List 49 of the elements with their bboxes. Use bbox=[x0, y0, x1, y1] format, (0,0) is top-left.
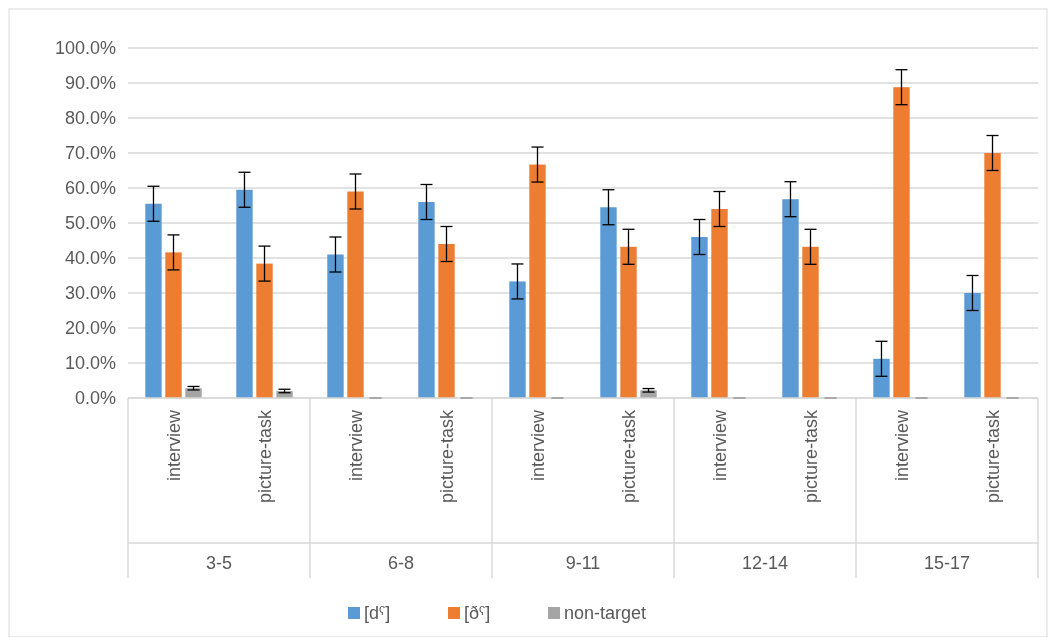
bar bbox=[711, 209, 728, 398]
y-tick-label: 40.0% bbox=[64, 248, 116, 269]
bar bbox=[509, 281, 526, 398]
bar bbox=[145, 203, 162, 398]
bar bbox=[347, 191, 364, 398]
text: 12-14 bbox=[741, 553, 789, 574]
x-tick-label: interview bbox=[163, 409, 184, 482]
x-tick-label: picture-task bbox=[982, 409, 1003, 504]
y-tick-label: 30.0% bbox=[64, 283, 116, 304]
bar bbox=[327, 254, 344, 398]
x-tick-label: interview bbox=[891, 409, 912, 482]
bar bbox=[418, 202, 435, 398]
bar bbox=[984, 153, 1001, 398]
y-tick-label: 80.0% bbox=[64, 108, 116, 129]
bar bbox=[964, 293, 981, 398]
bar bbox=[256, 263, 273, 398]
legend-label: non-target bbox=[564, 603, 647, 624]
legend-label: [ðˤ] bbox=[464, 603, 491, 624]
bar bbox=[782, 199, 799, 398]
x-tick-label: picture-task bbox=[254, 409, 275, 504]
y-tick-label: 20.0% bbox=[64, 318, 116, 339]
bar bbox=[802, 246, 819, 398]
bar bbox=[893, 87, 910, 398]
x-tick-label: picture-task bbox=[436, 409, 457, 504]
x-tick-label: picture-task bbox=[618, 409, 639, 504]
bar bbox=[438, 244, 455, 398]
y-tick-label: 10.0% bbox=[64, 353, 116, 374]
x-tick-label: interview bbox=[345, 409, 366, 482]
x-tick-label: interview bbox=[709, 409, 730, 482]
y-tick-label: 0.0% bbox=[74, 388, 116, 409]
y-tick-label: 70.0% bbox=[64, 143, 116, 164]
bar bbox=[620, 246, 637, 398]
y-tick-label: 50.0% bbox=[64, 213, 116, 234]
text: 3-5 bbox=[205, 553, 233, 574]
y-tick-label: 90.0% bbox=[64, 73, 116, 94]
text: 9-11 bbox=[565, 553, 601, 574]
text: 15-17 bbox=[923, 553, 971, 574]
y-tick-label: 100.0% bbox=[54, 38, 116, 59]
text: 6-8 bbox=[387, 553, 415, 574]
bar bbox=[529, 164, 546, 398]
bar bbox=[236, 189, 253, 398]
bar bbox=[600, 207, 617, 398]
x-tick-label: picture-task bbox=[800, 409, 821, 504]
bar bbox=[165, 252, 182, 398]
bar bbox=[873, 358, 890, 398]
x-tick-label: interview bbox=[527, 409, 548, 482]
legend-label: [dˤ] bbox=[364, 603, 391, 624]
y-tick-label: 60.0% bbox=[64, 178, 116, 199]
bar bbox=[691, 237, 708, 398]
